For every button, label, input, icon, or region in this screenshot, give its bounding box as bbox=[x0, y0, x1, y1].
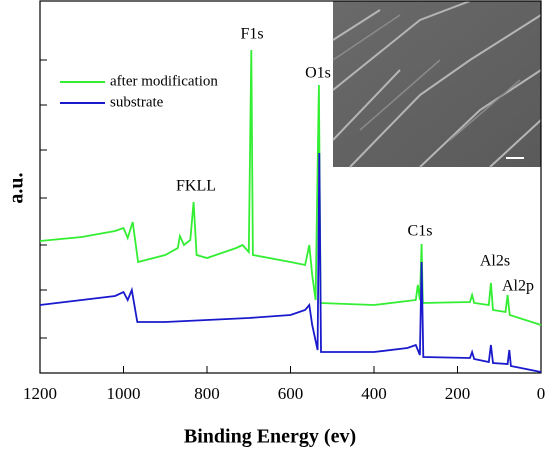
x-tick-label: 0 bbox=[537, 384, 545, 403]
legend-label: after modification bbox=[110, 73, 218, 89]
peak-annotation: C1s bbox=[408, 223, 433, 240]
x-axis-label: Binding Energy (ev) bbox=[184, 426, 356, 448]
y-axis-label: a.u. bbox=[6, 172, 28, 203]
x-tick-label: 400 bbox=[361, 384, 387, 403]
peak-annotation: Al2s bbox=[480, 253, 510, 270]
x-tick-label: 600 bbox=[278, 384, 304, 403]
x-tick-label: 200 bbox=[445, 384, 471, 403]
x-tick-label: 800 bbox=[194, 384, 220, 403]
peak-annotation: O1s bbox=[305, 65, 331, 82]
inset-image bbox=[333, 1, 541, 167]
x-tick-label: 1000 bbox=[107, 384, 141, 403]
legend-label: substrate bbox=[110, 94, 164, 110]
peak-annotation: F1s bbox=[240, 26, 263, 43]
chart: Binding Energy (ev) a.u. 1200 1000 800 600 4… bbox=[0, 0, 545, 450]
y-axis-ticks bbox=[40, 60, 47, 338]
peak-annotation: FKLL bbox=[176, 178, 216, 195]
x-tick-label: 1200 bbox=[23, 384, 57, 403]
peak-annotation: Al2p bbox=[502, 278, 534, 295]
